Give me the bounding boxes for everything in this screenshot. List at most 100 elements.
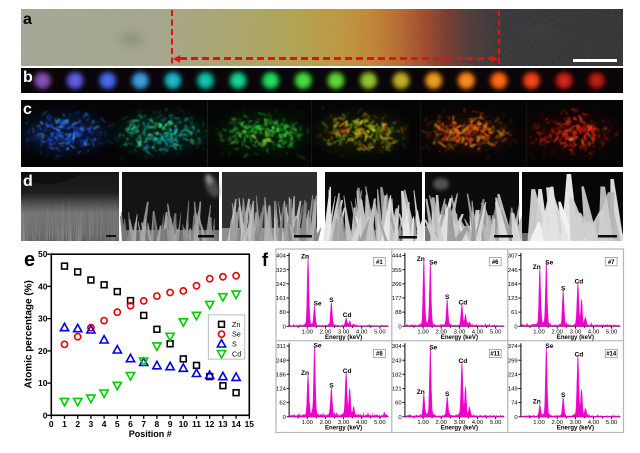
- svg-text:182: 182: [392, 372, 402, 378]
- svg-text:3.00: 3.00: [338, 330, 350, 336]
- svg-text:Zn: Zn: [417, 389, 425, 396]
- svg-text:0: 0: [514, 324, 518, 330]
- svg-text:2.00: 2.00: [435, 420, 447, 426]
- svg-text:Zn: Zn: [533, 399, 541, 406]
- svg-text:#14: #14: [606, 352, 617, 358]
- svg-text:2.00: 2.00: [435, 330, 447, 336]
- svg-text:Position #: Position #: [129, 429, 172, 439]
- svg-text:248: 248: [276, 358, 287, 364]
- svg-text:184: 184: [508, 282, 519, 288]
- svg-text:14: 14: [231, 419, 241, 429]
- svg-text:2.00: 2.00: [551, 330, 563, 336]
- svg-text:4.00: 4.00: [472, 330, 484, 336]
- svg-text:60: 60: [395, 401, 402, 407]
- svg-text:1.00: 1.00: [533, 330, 545, 336]
- svg-text:10: 10: [179, 419, 189, 429]
- svg-text:Zn: Zn: [301, 253, 309, 260]
- svg-text:1: 1: [62, 419, 67, 429]
- svg-text:Se: Se: [232, 330, 241, 339]
- svg-text:224: 224: [508, 372, 519, 378]
- svg-text:246: 246: [508, 268, 519, 274]
- svg-text:2.00: 2.00: [320, 330, 332, 336]
- svg-text:299: 299: [508, 358, 518, 364]
- svg-text:S: S: [232, 340, 237, 349]
- svg-text:2: 2: [75, 419, 80, 429]
- svg-text:S: S: [329, 383, 334, 390]
- svg-text:12: 12: [205, 419, 215, 429]
- svg-text:307: 307: [508, 254, 518, 260]
- svg-text:3.00: 3.00: [570, 420, 582, 426]
- svg-text:4.00: 4.00: [356, 420, 368, 426]
- svg-text:Atomic percentage (%): Atomic percentage (%): [24, 280, 35, 388]
- svg-text:Zn: Zn: [301, 370, 309, 377]
- svg-text:Se: Se: [313, 300, 321, 307]
- svg-text:4.00: 4.00: [356, 330, 368, 336]
- svg-text:8: 8: [155, 419, 160, 429]
- svg-text:7: 7: [141, 419, 146, 429]
- svg-text:S: S: [445, 391, 450, 398]
- svg-text:Cd: Cd: [232, 349, 241, 358]
- svg-text:1.00: 1.00: [417, 420, 429, 426]
- svg-text:10: 10: [38, 378, 48, 388]
- svg-text:149: 149: [508, 387, 518, 393]
- svg-text:4.00: 4.00: [588, 420, 600, 426]
- svg-text:#11: #11: [490, 352, 500, 358]
- svg-text:#1: #1: [376, 260, 383, 266]
- svg-text:243: 243: [392, 358, 403, 364]
- svg-text:74: 74: [511, 401, 518, 407]
- svg-text:Se: Se: [429, 260, 437, 267]
- svg-text:3.00: 3.00: [454, 420, 466, 426]
- svg-text:2.00: 2.00: [551, 420, 563, 426]
- svg-text:50: 50: [38, 249, 48, 259]
- svg-text:5.00: 5.00: [606, 330, 618, 336]
- svg-text:Cd: Cd: [459, 299, 468, 306]
- svg-text:Zn: Zn: [232, 320, 240, 329]
- svg-text:186: 186: [276, 372, 287, 378]
- svg-text:9: 9: [168, 419, 173, 429]
- svg-text:62: 62: [279, 401, 286, 407]
- svg-text:13: 13: [218, 419, 228, 429]
- svg-text:Zn: Zn: [533, 264, 541, 271]
- svg-text:3: 3: [89, 419, 94, 429]
- svg-text:Se: Se: [545, 343, 553, 350]
- svg-text:Energy (keV): Energy (keV): [441, 334, 478, 341]
- svg-text:30: 30: [38, 314, 48, 324]
- svg-text:0: 0: [43, 410, 48, 420]
- svg-text:5.00: 5.00: [490, 420, 502, 426]
- svg-text:374: 374: [508, 344, 519, 350]
- svg-text:1.00: 1.00: [301, 420, 313, 426]
- svg-text:Se: Se: [429, 345, 437, 352]
- svg-text:3.00: 3.00: [338, 420, 350, 426]
- svg-text:#6: #6: [492, 260, 499, 266]
- svg-text:Cd: Cd: [575, 351, 584, 358]
- svg-text:15: 15: [245, 419, 255, 429]
- svg-text:323: 323: [276, 268, 287, 274]
- svg-text:40: 40: [38, 281, 48, 291]
- svg-text:80: 80: [279, 310, 286, 316]
- svg-text:0: 0: [398, 324, 402, 330]
- svg-text:3.00: 3.00: [454, 330, 466, 336]
- svg-text:5: 5: [115, 419, 120, 429]
- svg-text:4.00: 4.00: [588, 330, 600, 336]
- svg-text:404: 404: [276, 254, 287, 260]
- svg-text:0: 0: [283, 324, 287, 330]
- svg-text:Cd: Cd: [343, 312, 352, 319]
- svg-text:2.00: 2.00: [320, 420, 332, 426]
- svg-text:304: 304: [392, 344, 403, 350]
- svg-text:20: 20: [38, 346, 48, 356]
- svg-text:444: 444: [392, 254, 403, 260]
- svg-text:Zn: Zn: [417, 256, 425, 263]
- svg-text:0: 0: [514, 415, 518, 421]
- svg-text:Cd: Cd: [575, 279, 584, 286]
- svg-text:266: 266: [392, 282, 403, 288]
- svg-text:S: S: [561, 392, 566, 399]
- svg-text:Cd: Cd: [343, 368, 352, 375]
- svg-text:Energy (keV): Energy (keV): [325, 334, 362, 341]
- svg-text:1.00: 1.00: [417, 330, 429, 336]
- svg-text:3.00: 3.00: [570, 330, 582, 336]
- svg-text:355: 355: [392, 268, 403, 274]
- svg-text:161: 161: [276, 296, 286, 302]
- svg-text:177: 177: [392, 296, 402, 302]
- svg-text:123: 123: [508, 296, 519, 302]
- svg-text:5.00: 5.00: [374, 330, 386, 336]
